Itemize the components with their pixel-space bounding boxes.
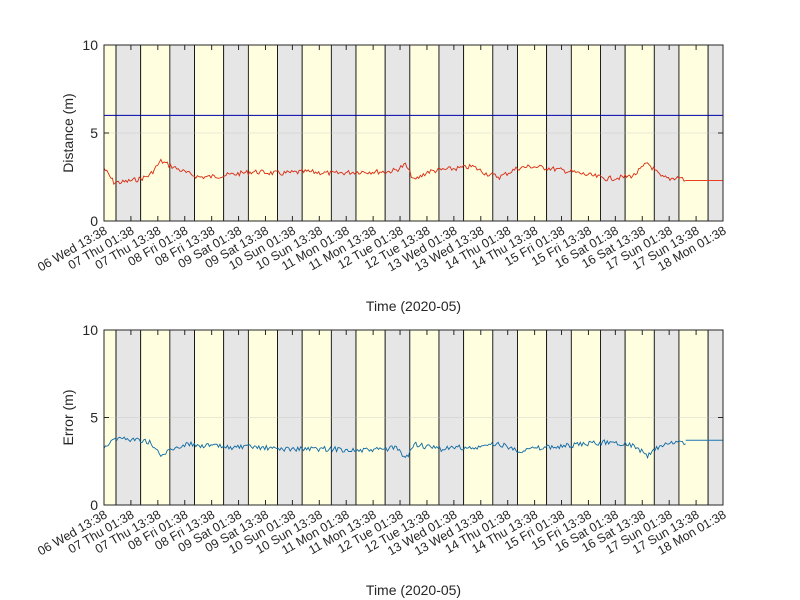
- y-tick-label: 0: [90, 497, 98, 513]
- y-tick-label: 0: [90, 213, 98, 229]
- y-axis-label: Error (m): [60, 390, 76, 446]
- series-line-0: [103, 436, 686, 460]
- y-axis-label: Distance (m): [60, 93, 76, 172]
- x-axis-label: Time (2020-05): [366, 582, 461, 598]
- series-line-0: [103, 158, 686, 186]
- y-tick-label: 10: [82, 322, 98, 338]
- x-axis-label: Time (2020-05): [366, 298, 461, 314]
- y-tick-label: 5: [90, 125, 98, 141]
- y-tick-label: 5: [90, 410, 98, 426]
- y-tick-label: 10: [82, 37, 98, 53]
